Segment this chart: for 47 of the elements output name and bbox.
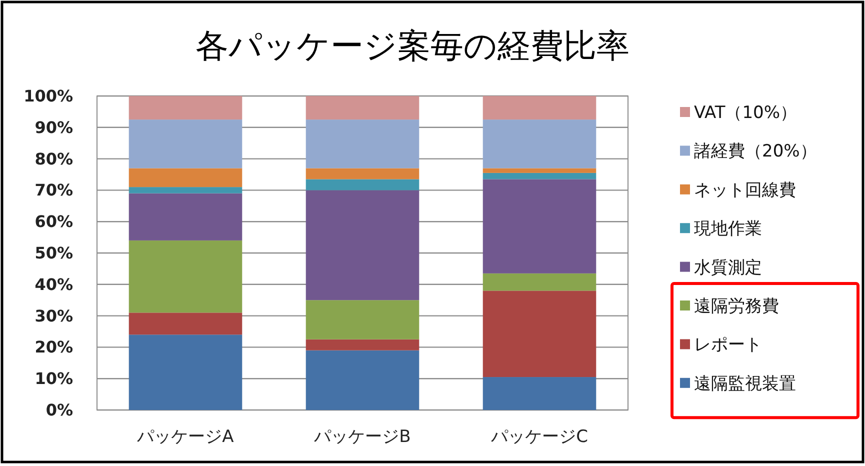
y-tick-label: 80%: [34, 149, 73, 168]
bar: [482, 377, 596, 410]
bar: [306, 179, 420, 190]
x-tick-label: パッケージB: [313, 427, 411, 447]
bar: [482, 290, 596, 378]
y-tick-label: 20%: [34, 338, 73, 357]
y-tick-label: 10%: [34, 369, 73, 388]
bar: [482, 273, 596, 291]
y-tick-label: 90%: [34, 118, 73, 137]
legend-label: 遠隔労務費: [694, 296, 779, 316]
y-tick-label: 30%: [34, 306, 73, 326]
legend-label: 水質測定: [694, 258, 762, 278]
y-tick-label: 70%: [34, 180, 73, 200]
bar: [128, 168, 242, 188]
bar: [482, 96, 596, 120]
x-tick-label: パッケージC: [490, 427, 588, 447]
bar: [128, 334, 242, 410]
legend-label: 遠隔監視装置: [694, 374, 796, 394]
legend-label: VAT（10%）: [694, 103, 798, 123]
bar: [306, 350, 420, 410]
legend-label: 現地作業: [694, 219, 762, 240]
bar: [306, 120, 420, 168]
bar: [306, 190, 420, 300]
y-tick-label: 50%: [34, 244, 73, 262]
bar: [306, 339, 420, 350]
bar: [482, 168, 596, 173]
legend-label: レポート: [694, 335, 762, 356]
bar: [128, 240, 242, 313]
x-tick-label: パッケージA: [136, 427, 234, 447]
chart-title: 各パッケージ案毎の経費比率: [196, 26, 630, 65]
legend-label: ネット回線費: [694, 180, 796, 200]
bar: [482, 179, 596, 274]
bar: [128, 312, 242, 335]
bar: [306, 168, 420, 180]
bar: [482, 172, 596, 180]
legend-label: 諸経費（20%）: [694, 142, 817, 162]
bar: [128, 187, 242, 194]
bar: [482, 120, 596, 168]
bar: [128, 193, 242, 240]
bar: [128, 96, 242, 120]
y-tick-label: 100%: [24, 86, 73, 106]
bar: [306, 300, 420, 340]
y-tick-label: 0%: [46, 400, 73, 420]
y-tick-label: 60%: [34, 212, 73, 232]
bar: [128, 120, 242, 168]
y-tick-label: 40%: [34, 274, 73, 294]
bar: [306, 96, 420, 120]
